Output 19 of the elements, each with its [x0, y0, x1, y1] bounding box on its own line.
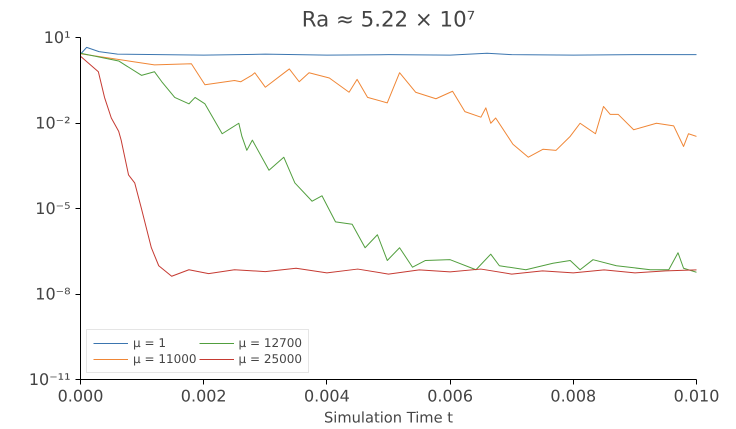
- y-tick-label: 10⁻¹¹: [28, 370, 71, 389]
- x-tick-label: 0.010: [674, 386, 720, 406]
- y-tick-label: 10⁻²: [35, 114, 70, 132]
- y-tick-label: 10¹: [44, 28, 71, 47]
- x-tick-label: 0.008: [550, 386, 596, 406]
- chart-title: Ra ≈ 5.22 × 10⁷: [302, 8, 476, 32]
- legend-label: μ = 1: [133, 336, 166, 350]
- y-tick-label: 10⁻⁸: [35, 284, 70, 304]
- line-series: [80, 46, 696, 56]
- legend-label: μ = 25000: [238, 352, 302, 366]
- x-tick-label: 0.002: [180, 386, 227, 406]
- legend-label: μ = 12700: [238, 336, 302, 350]
- x-tick-label: 0.006: [427, 386, 474, 406]
- y-tick-label: 10⁻⁵: [35, 199, 70, 218]
- x-tick-label: 0.000: [58, 386, 104, 406]
- line-series: [80, 53, 696, 158]
- legend-label: μ = 11000: [133, 352, 196, 366]
- x-tick-label: 0.004: [304, 386, 350, 406]
- x-axis-title: Simulation Time t: [324, 410, 454, 426]
